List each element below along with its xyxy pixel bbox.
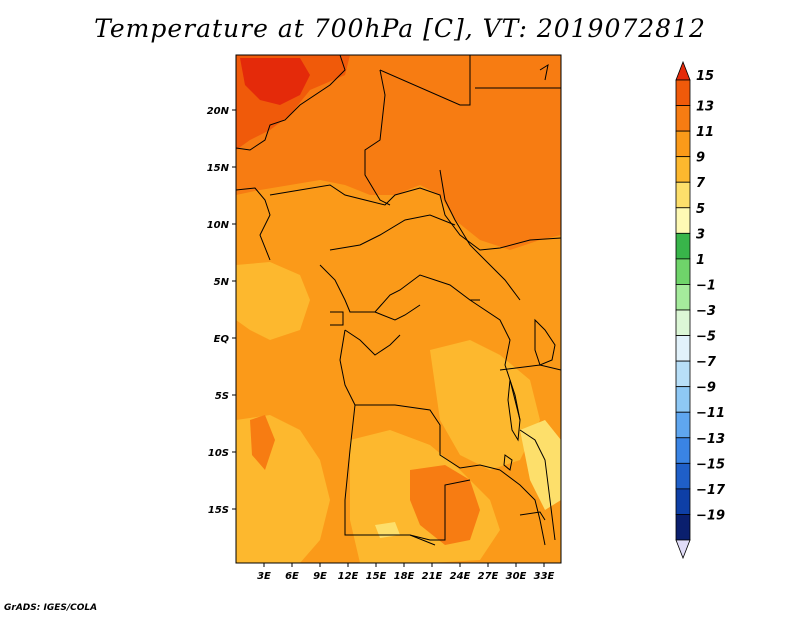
border-segment (364, 69, 391, 206)
colorbar-swatch (675, 462, 691, 490)
colorbar-label: 11 (696, 125, 714, 140)
colorbar-swatch (675, 207, 691, 234)
colorbar: 15 13 11 9 7 5 3 1 −1 −3 −5 −7 −9 −11 −13 −15 −17 −19 (675, 60, 726, 560)
x-tick-label: 21E (422, 571, 443, 582)
x-tick-label: 6E (285, 571, 299, 582)
lake-outline (503, 454, 513, 471)
temperature-field (236, 55, 561, 563)
y-tick-label: 5S (215, 391, 229, 402)
field-zone-11-13-sw (250, 415, 275, 470)
y-tick-label: 10S (208, 448, 229, 459)
colorbar-label: 3 (696, 227, 705, 242)
colorbar-swatch (675, 105, 691, 132)
lake-outline (534, 318, 556, 366)
field-zone-7-9-east (430, 340, 540, 470)
colorbar-swatch (675, 437, 691, 464)
x-tick-label: 3E (257, 571, 271, 582)
y-tick-label: 5N (214, 277, 230, 288)
colorbar-swatch (675, 360, 691, 388)
colorbar-label: 15 (696, 69, 714, 84)
x-tick-label: 15E (366, 571, 387, 582)
field-zone-5-7-spot (375, 522, 400, 538)
border-segment (374, 304, 421, 321)
x-tick-label: 27E (478, 571, 499, 582)
colorbar-swatch (675, 79, 691, 106)
colorbar-swatch (675, 488, 691, 515)
colorbar-label: −17 (696, 483, 726, 498)
border-segment (330, 311, 344, 326)
colorbar-swatch (675, 411, 691, 439)
x-tick-label: 9E (313, 571, 327, 582)
colorbar-swatch (675, 130, 691, 158)
colorbar-swatch (675, 258, 691, 285)
border-segment (339, 329, 356, 406)
colorbar-swatch (675, 309, 691, 336)
y-tick-label: 15S (208, 505, 229, 516)
colorbar-label: −9 (696, 381, 716, 396)
x-axis-ticks (263, 563, 545, 567)
colorbar-label: 9 (696, 151, 705, 166)
colorbar-label: 7 (696, 176, 706, 191)
border-segment (269, 184, 561, 251)
x-tick-label: 12E (338, 571, 359, 582)
colorbar-swatch (675, 181, 691, 209)
y-tick-label: 20N (207, 106, 230, 117)
colorbar-swatch (675, 284, 691, 311)
map-title: Temperature at 700hPa [C], VT: 201907281… (94, 14, 706, 43)
border-segment (519, 429, 556, 541)
border-segment (469, 299, 521, 421)
colorbar-label: 1 (696, 253, 705, 268)
border-segment (236, 187, 271, 261)
colorbar-bottom-arrow (675, 539, 691, 560)
colorbar-swatch (675, 232, 691, 260)
country-boundaries (236, 55, 561, 546)
field-zone-11-13 (236, 55, 561, 250)
coast-segment (539, 63, 549, 81)
colorbar-top-arrow (675, 60, 691, 81)
border-segment (409, 479, 471, 541)
y-tick-label: EQ (214, 334, 230, 345)
colorbar-label: −3 (696, 304, 716, 319)
colorbar-swatch (675, 386, 691, 413)
colorbar-label: −19 (696, 508, 725, 523)
border-segment (439, 169, 521, 301)
border-segment (499, 469, 546, 546)
border-segment (319, 264, 480, 313)
border-segment (344, 329, 401, 356)
colorbar-swatch (675, 156, 691, 183)
colorbar-swatch (675, 335, 691, 362)
colorbar-label: −11 (696, 406, 725, 421)
field-zone-5-7-east (520, 420, 561, 510)
border-segment (379, 55, 471, 106)
field-zone-15-plus (240, 58, 310, 105)
y-tick-label: 10N (207, 220, 230, 231)
lake-outline (519, 511, 546, 521)
y-axis-ticks (232, 109, 236, 510)
field-zone-7-9-west (236, 262, 310, 340)
y-tick-label: 15N (207, 163, 230, 174)
credit-text: GrADS: IGES/COLA (4, 603, 98, 613)
colorbar-label: 13 (696, 100, 714, 115)
colorbar-label: −13 (696, 432, 725, 447)
colorbar-label: −5 (696, 330, 716, 345)
border-segment (355, 404, 501, 471)
x-tick-label: 30E (506, 571, 527, 582)
colorbar-swatch (675, 514, 691, 541)
colorbar-label: −1 (696, 278, 716, 293)
x-tick-label: 18E (394, 571, 415, 582)
x-tick-label: 24E (450, 571, 471, 582)
map-frame (235, 54, 562, 564)
colorbar-label: 5 (696, 202, 705, 217)
border-segment (236, 55, 346, 151)
colorbar-label: −15 (696, 457, 725, 472)
x-tick-label: 33E (534, 571, 555, 582)
colorbar-label: −7 (696, 355, 717, 370)
border-segment (329, 214, 456, 251)
lake-outline (507, 379, 521, 442)
